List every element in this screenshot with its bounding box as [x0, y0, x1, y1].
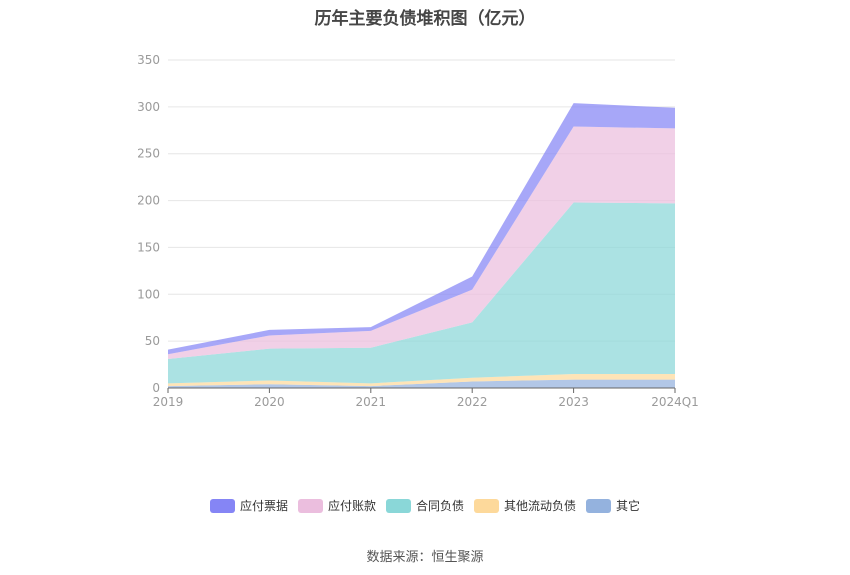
area-其他流动负债: [168, 373, 675, 387]
area-应付账款: [168, 126, 675, 359]
legend-label: 其它: [616, 499, 641, 513]
y-tick-label: 200: [137, 194, 160, 208]
legend-swatch: [385, 498, 411, 513]
x-tick-label: 2024Q1: [651, 395, 699, 409]
area-应付票据: [168, 103, 675, 355]
area-合同负债: [168, 202, 675, 384]
y-tick-label: 350: [137, 53, 160, 67]
legend-item[interactable]: 其它: [586, 497, 640, 514]
y-tick-label: 100: [137, 287, 160, 301]
x-tick-label: 2023: [558, 395, 589, 409]
area-其它: [168, 379, 675, 388]
legend-swatch: [474, 498, 499, 513]
x-tick-label: 2021: [356, 395, 387, 409]
legend-swatch: [586, 498, 612, 513]
y-tick-label: 0: [152, 381, 160, 395]
legend-swatch: [297, 498, 323, 513]
area-series: [168, 103, 675, 388]
y-tick-label: 150: [137, 240, 160, 254]
chart-title: 历年主要负债堆积图（亿元）: [314, 9, 536, 29]
legend-item[interactable]: 合同负债: [385, 497, 464, 514]
legend-label: 应付账款: [327, 499, 376, 513]
legend-label: 合同负债: [415, 499, 464, 513]
axes: 0 50 100 150 200 250 300 350 2019 2020 2021 2022 202…: [137, 53, 699, 409]
legend-label: 其他流动负债: [504, 499, 577, 513]
y-tick-label: 300: [137, 100, 160, 114]
x-tick-label: 2019: [153, 395, 184, 409]
x-tick-label: 2020: [254, 395, 285, 409]
y-tick-label: 250: [137, 147, 160, 161]
legend-item[interactable]: 应付票据: [209, 497, 288, 514]
legend: 应付票据 应付账款 合同负债 其他流动负债 其它: [0, 497, 850, 514]
legend-item[interactable]: 其他流动负债: [474, 497, 576, 514]
source-note: 数据来源：恒生聚源: [366, 550, 484, 565]
y-tick-label: 50: [145, 334, 160, 348]
legend-swatch: [209, 498, 235, 513]
legend-label: 应付票据: [239, 499, 288, 513]
legend-item[interactable]: 应付账款: [297, 497, 376, 514]
x-tick-label: 2022: [457, 395, 488, 409]
